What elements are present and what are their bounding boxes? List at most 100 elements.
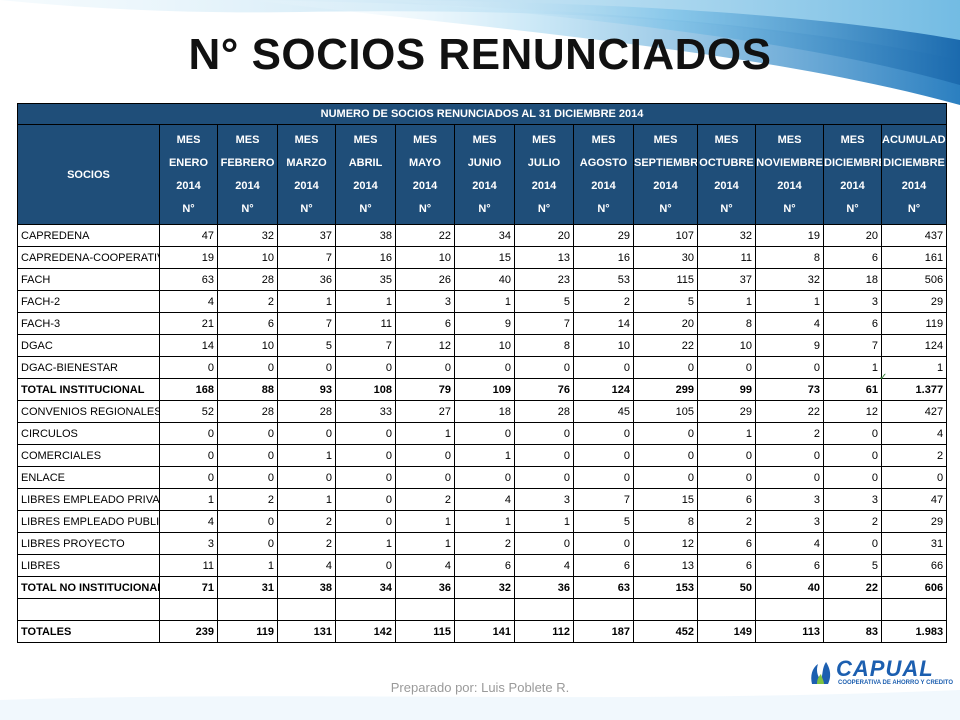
table-cell: 2	[573, 290, 634, 313]
table-cell: 22	[633, 334, 698, 357]
column-header: MES ENERO 2014 N°	[159, 124, 218, 225]
logo-wordmark: CAPUAL	[836, 656, 934, 681]
table-cell: 1	[335, 532, 396, 555]
table-total-row: TOTAL INSTITUCIONAL 168 88 93 108 79 109 76 124 2…	[17, 378, 948, 401]
table-cell: 1.377	[880, 378, 948, 401]
table-cell	[823, 598, 882, 621]
row-label: CAPREDENA-COOPERATIVA	[17, 246, 160, 269]
table-cell: 0	[697, 444, 756, 467]
table-cell: 88	[217, 378, 278, 401]
table-cell: 299	[633, 378, 698, 401]
column-header: MES ABRIL 2014 N°	[335, 124, 396, 225]
table-cell: 124	[880, 334, 948, 357]
table-cell: 1	[697, 422, 756, 445]
column-header-line: N°	[846, 202, 859, 215]
column-header-line: FEBRERO	[220, 156, 275, 169]
column-header-line: AGOSTO	[579, 156, 628, 169]
table-row: DGAC 14 10 5 7 12 10 8 10 22 10 9 7 124	[17, 334, 948, 357]
table-cell	[395, 598, 455, 621]
table-cell: 63	[573, 576, 634, 599]
table-cell: 0	[217, 422, 278, 445]
table-cell: 161	[880, 246, 948, 269]
table-cell: 1	[395, 510, 455, 533]
row-label: LIBRES EMPLEADO PRIVADO	[17, 488, 160, 511]
table-cell: 4	[514, 554, 574, 577]
table-cell: 0	[159, 444, 218, 467]
table-cell: 37	[697, 268, 756, 291]
table-cell: 0	[335, 444, 396, 467]
table-cell: 4	[880, 422, 948, 445]
row-label: LIBRES PROYECTO	[17, 532, 160, 555]
table-row: CONVENIOS REGIONALES 52 28 28 33 27 18 28 45 105 2…	[17, 400, 948, 423]
column-header-line: ENERO	[168, 156, 209, 169]
column-header-line: N°	[537, 202, 551, 215]
column-header-line: N°	[418, 202, 432, 215]
renuncias-table-container: NUMERO DE SOCIOS RENUNCIADOS AL 31 DICIE…	[16, 103, 948, 643]
table-cell: 0	[573, 532, 634, 555]
table-cell: 0	[217, 510, 278, 533]
table-row: DGAC-BIENESTAR 0 0 0 0 0 0 0 0 0 0 0 1 1	[17, 356, 948, 379]
table-cell: 0	[697, 466, 756, 489]
table-cell: 4	[159, 510, 218, 533]
table-cell: 108	[335, 378, 396, 401]
table-cell: 0	[335, 554, 396, 577]
table-row: LIBRES EMPLEADO PRIVADO121024371563347	[17, 488, 948, 511]
column-header-line: N°	[907, 202, 921, 215]
table-cell: 52	[159, 400, 218, 423]
table-cell: 1	[823, 356, 882, 379]
table-cell: 0	[454, 422, 515, 445]
column-header-line: MES	[413, 133, 437, 146]
table-row: LIBRES 11 1 4 0 4 6 4 6 13 6 6 5 66	[17, 554, 948, 577]
table-cell: 71	[159, 576, 218, 599]
table-cell: 99	[697, 378, 756, 401]
table-cell: 6	[697, 532, 756, 555]
table-cell: 1	[277, 488, 336, 511]
column-header-line: OCTUBRE	[699, 156, 754, 169]
table-cell: 0	[823, 466, 882, 489]
table-cell: 0	[159, 356, 218, 379]
table-cell	[633, 598, 698, 621]
table-cell: 119	[217, 620, 278, 643]
table-cell: 28	[277, 400, 336, 423]
table-cell	[335, 598, 396, 621]
row-label: TOTAL NO INSTITUCIONAL	[17, 576, 160, 599]
table-cell: 29	[880, 290, 948, 313]
column-header-line: N°	[300, 202, 313, 215]
column-header: MES NOVIEMBRE 2014 N°	[755, 124, 824, 225]
column-header-line: 2014	[840, 179, 865, 192]
table-cell: 3	[823, 488, 882, 511]
table-cell: 20	[633, 312, 698, 335]
capual-logo-icon	[811, 662, 831, 684]
table-cell: 0	[217, 444, 278, 467]
table-cell: 1	[335, 290, 396, 313]
table-cell: 0	[395, 356, 455, 379]
column-header-line: ACUMULADO	[882, 133, 946, 146]
table-cell: 115	[633, 268, 698, 291]
table-cell: 13	[514, 246, 574, 269]
table-cell: 9	[454, 312, 515, 335]
column-header: ACUMULADO DICIEMBRE 2014 N°	[880, 124, 948, 225]
table-cell: 93	[277, 378, 336, 401]
column-header: MES MARZO 2014 N°	[277, 124, 336, 225]
table-cell: 33	[335, 400, 396, 423]
renuncias-table: NUMERO DE SOCIOS RENUNCIADOS AL 31 DICIE…	[16, 103, 948, 643]
table-cell: 10	[454, 334, 515, 357]
table-cell: 2	[217, 488, 278, 511]
column-header-line: MES	[777, 133, 802, 146]
table-cell: 0	[454, 356, 515, 379]
table-cell: 2	[823, 510, 882, 533]
column-header-line: MES	[532, 133, 556, 146]
table-cell: 0	[880, 466, 948, 489]
footer-note: Preparado por: Luis Poblete R.	[390, 680, 570, 695]
row-label: CAPREDENA	[17, 224, 160, 247]
table-row: CAPREDENA-COOPERATIVA 19 10 7 16 10 15 13 16 30 11…	[17, 246, 948, 269]
table-cell: 4	[755, 312, 824, 335]
table-cell: 506	[880, 268, 948, 291]
table-cell: 2	[277, 532, 336, 555]
row-label: CIRCULOS	[17, 422, 160, 445]
table-cell	[217, 598, 278, 621]
table-cell: 6	[823, 246, 882, 269]
table-cell: 2	[395, 488, 455, 511]
row-label: LIBRES EMPLEADO PUBLICO	[17, 510, 160, 533]
